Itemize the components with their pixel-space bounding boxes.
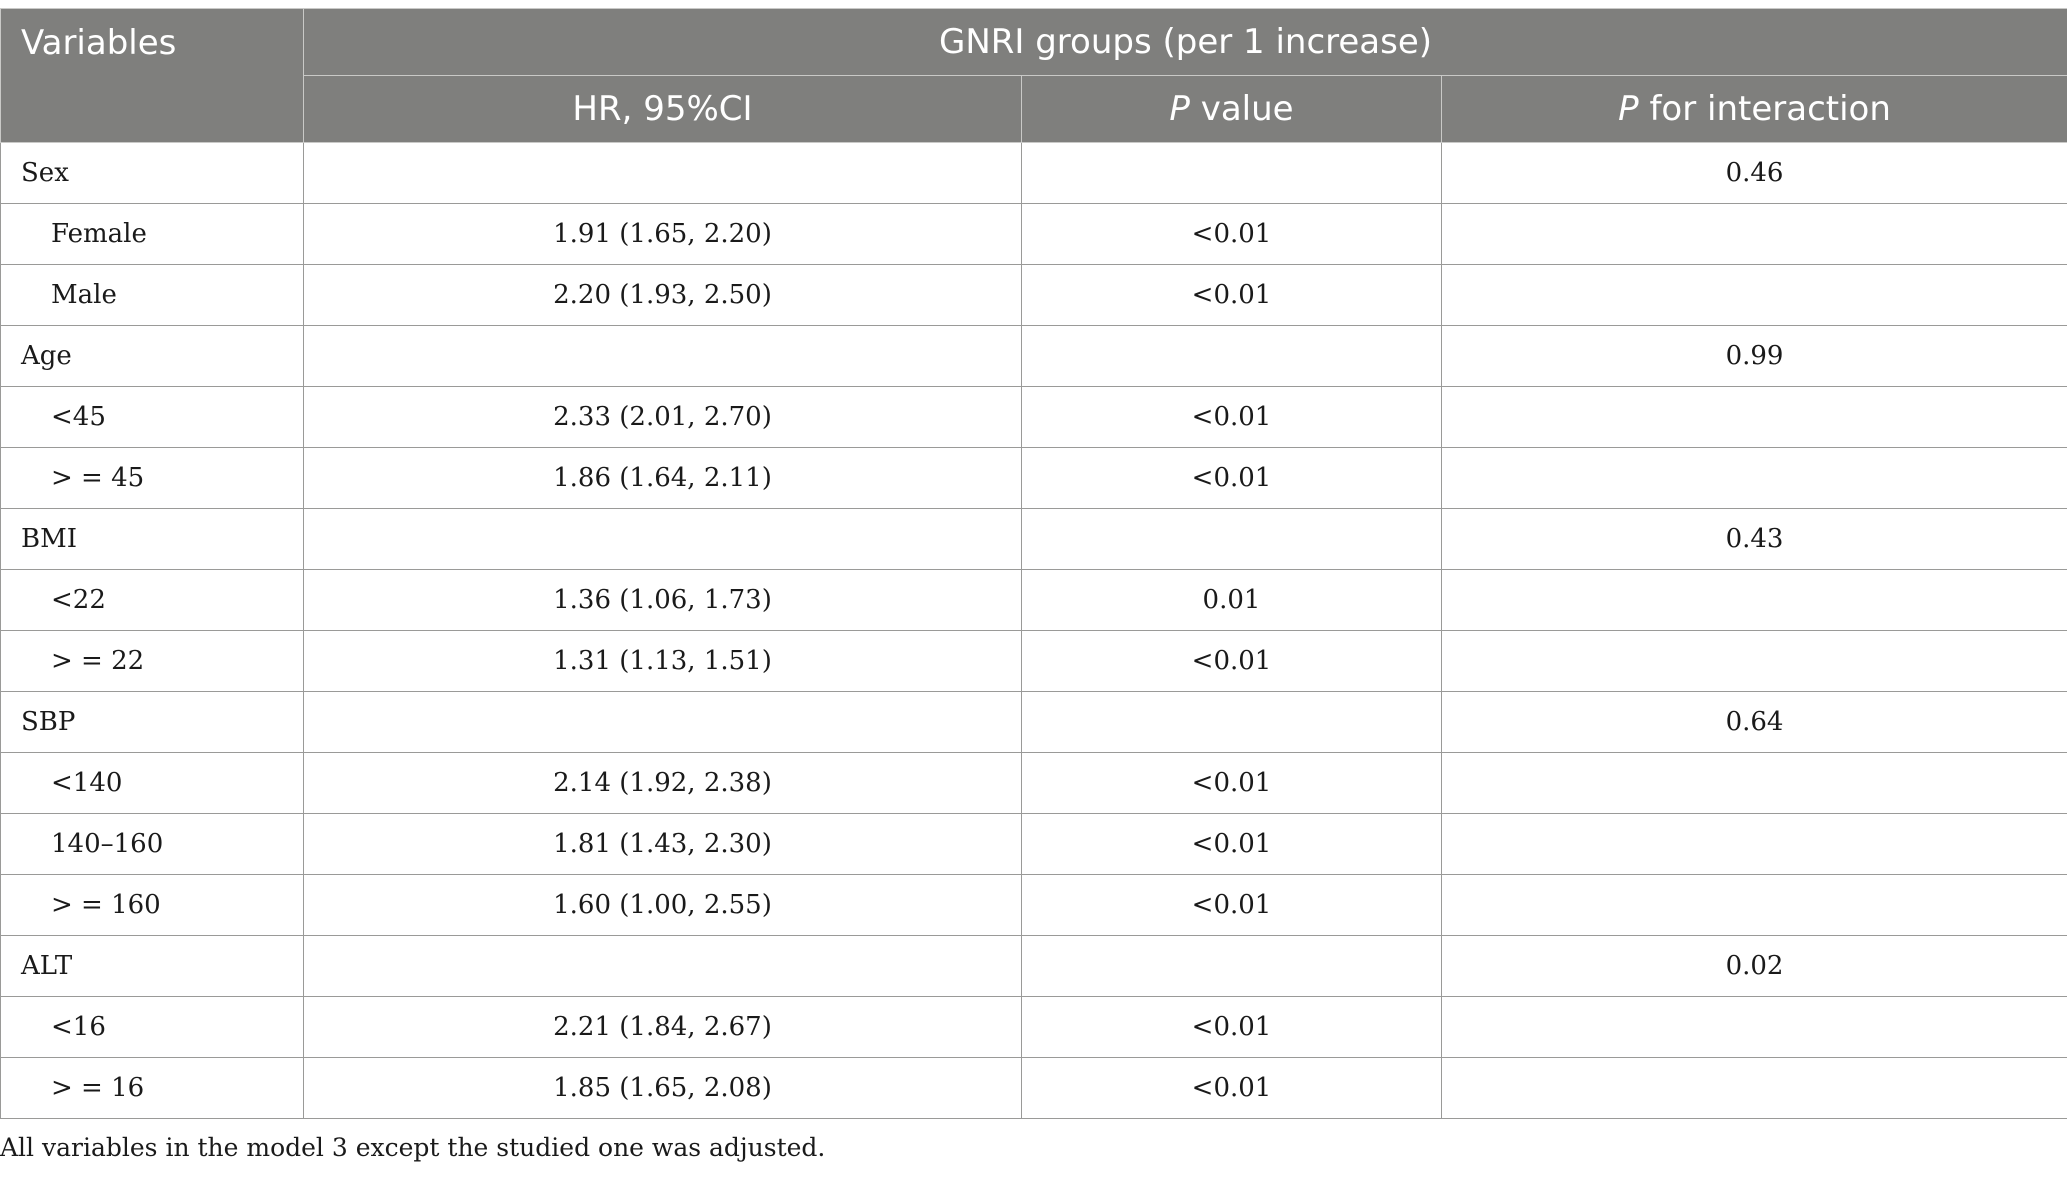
- cell-p-interaction: [1440, 447, 2067, 509]
- cell-variable: BMI: [0, 508, 304, 570]
- p-interaction-label: for interaction: [1638, 89, 1891, 129]
- cell-variable: Sex: [0, 142, 304, 204]
- cell-p-interaction: [1440, 874, 2067, 936]
- p-italic: P: [1169, 89, 1190, 129]
- cell-hr-ci: 2.14 (1.92, 2.38): [303, 752, 1022, 814]
- table-row: ALT 0.02: [0, 935, 2067, 997]
- table-row: <22 1.36 (1.06, 1.73) 0.01: [0, 569, 2067, 631]
- cell-p-interaction: [1440, 752, 2067, 814]
- header-hr-ci: HR, 95%CI: [303, 75, 1022, 143]
- cell-p-interaction: [1440, 813, 2067, 875]
- cell-p-interaction: [1440, 203, 2067, 265]
- cell-hr-ci: [303, 935, 1022, 997]
- cell-variable: Female: [0, 203, 304, 265]
- table-row: > = 16 1.85 (1.65, 2.08) <0.01: [0, 1057, 2067, 1119]
- header-variables: Variables: [0, 8, 304, 143]
- cell-p-value: <0.01: [1021, 447, 1442, 509]
- cell-hr-ci: 1.36 (1.06, 1.73): [303, 569, 1022, 631]
- table-row: > = 160 1.60 (1.00, 2.55) <0.01: [0, 874, 2067, 936]
- cell-p-value: <0.01: [1021, 203, 1442, 265]
- cell-variable: Male: [0, 264, 304, 326]
- cell-hr-ci: [303, 691, 1022, 753]
- cell-p-interaction: [1440, 1057, 2067, 1119]
- cell-p-value: <0.01: [1021, 813, 1442, 875]
- cell-p-interaction: 0.02: [1440, 935, 2067, 997]
- cell-variable: 140–160: [0, 813, 304, 875]
- cell-p-value: <0.01: [1021, 874, 1442, 936]
- table-row: <140 2.14 (1.92, 2.38) <0.01: [0, 752, 2067, 814]
- cell-variable: ALT: [0, 935, 304, 997]
- header-gnri-groups: GNRI groups (per 1 increase): [302, 8, 2067, 76]
- cell-hr-ci: [303, 508, 1022, 570]
- cell-p-value: [1021, 325, 1442, 387]
- cell-variable: > = 45: [0, 447, 304, 509]
- cell-p-value: [1021, 691, 1442, 753]
- cell-p-interaction: [1440, 386, 2067, 448]
- cell-hr-ci: 1.85 (1.65, 2.08): [303, 1057, 1022, 1119]
- cell-hr-ci: 1.91 (1.65, 2.20): [303, 203, 1022, 265]
- cell-variable: Age: [0, 325, 304, 387]
- cell-p-value: 0.01: [1021, 569, 1442, 631]
- cell-p-interaction: [1440, 264, 2067, 326]
- cell-p-interaction: [1440, 569, 2067, 631]
- table-row: <16 2.21 (1.84, 2.67) <0.01: [0, 996, 2067, 1058]
- cell-p-value: <0.01: [1021, 264, 1442, 326]
- cell-variable: > = 22: [0, 630, 304, 692]
- table-row: > = 45 1.86 (1.64, 2.11) <0.01: [0, 447, 2067, 509]
- cell-p-value: <0.01: [1021, 752, 1442, 814]
- header-p-interaction: P for interaction: [1440, 75, 2067, 143]
- cell-variable: <16: [0, 996, 304, 1058]
- table-row: Age 0.99: [0, 325, 2067, 387]
- cell-p-interaction: 0.43: [1440, 508, 2067, 570]
- cell-p-value: [1021, 935, 1442, 997]
- cell-hr-ci: 2.20 (1.93, 2.50): [303, 264, 1022, 326]
- cell-variable: <45: [0, 386, 304, 448]
- table-row: SBP 0.64: [0, 691, 2067, 753]
- cell-variable: <140: [0, 752, 304, 814]
- p-value-label: value: [1189, 89, 1294, 129]
- table-header: Variables GNRI groups (per 1 increase) H…: [0, 8, 2067, 143]
- cell-p-interaction: [1440, 630, 2067, 692]
- cell-p-value: <0.01: [1021, 1057, 1442, 1119]
- cell-hr-ci: 2.33 (2.01, 2.70): [303, 386, 1022, 448]
- cell-p-value: [1021, 508, 1442, 570]
- cell-hr-ci: 1.31 (1.13, 1.51): [303, 630, 1022, 692]
- table-row: > = 22 1.31 (1.13, 1.51) <0.01: [0, 630, 2067, 692]
- cell-p-interaction: 0.46: [1440, 142, 2067, 204]
- cell-hr-ci: [303, 142, 1022, 204]
- table-body: Sex 0.46 Female 1.91 (1.65, 2.20) <0.01 Male 2…: [0, 142, 2067, 1119]
- cell-variable: <22: [0, 569, 304, 631]
- cell-p-value: <0.01: [1021, 630, 1442, 692]
- header-p-value: P value: [1021, 75, 1442, 143]
- cell-hr-ci: 2.21 (1.84, 2.67): [303, 996, 1022, 1058]
- cell-p-value: [1021, 142, 1442, 204]
- table-row: 140–160 1.81 (1.43, 2.30) <0.01: [0, 813, 2067, 875]
- table-row: BMI 0.43: [0, 508, 2067, 570]
- table-row: Male 2.20 (1.93, 2.50) <0.01: [0, 264, 2067, 326]
- cell-p-interaction: 0.99: [1440, 325, 2067, 387]
- cell-p-interaction: 0.64: [1440, 691, 2067, 753]
- table-row: <45 2.33 (2.01, 2.70) <0.01: [0, 386, 2067, 448]
- table-footnote: All variables in the model 3 except the …: [0, 1133, 826, 1162]
- cell-hr-ci: 1.81 (1.43, 2.30): [303, 813, 1022, 875]
- cell-variable: > = 160: [0, 874, 304, 936]
- p-italic: P: [1618, 89, 1639, 129]
- cell-variable: > = 16: [0, 1057, 304, 1119]
- cell-p-value: <0.01: [1021, 386, 1442, 448]
- table-row: Sex 0.46: [0, 142, 2067, 204]
- subgroup-analysis-table: Variables GNRI groups (per 1 increase) H…: [0, 8, 2067, 1119]
- results-table-container: Variables GNRI groups (per 1 increase) H…: [0, 8, 2067, 1162]
- cell-hr-ci: 1.86 (1.64, 2.11): [303, 447, 1022, 509]
- table-row: Female 1.91 (1.65, 2.20) <0.01: [0, 203, 2067, 265]
- cell-p-value: <0.01: [1021, 996, 1442, 1058]
- cell-variable: SBP: [0, 691, 304, 753]
- cell-hr-ci: 1.60 (1.00, 2.55): [303, 874, 1022, 936]
- cell-p-interaction: [1440, 996, 2067, 1058]
- cell-hr-ci: [303, 325, 1022, 387]
